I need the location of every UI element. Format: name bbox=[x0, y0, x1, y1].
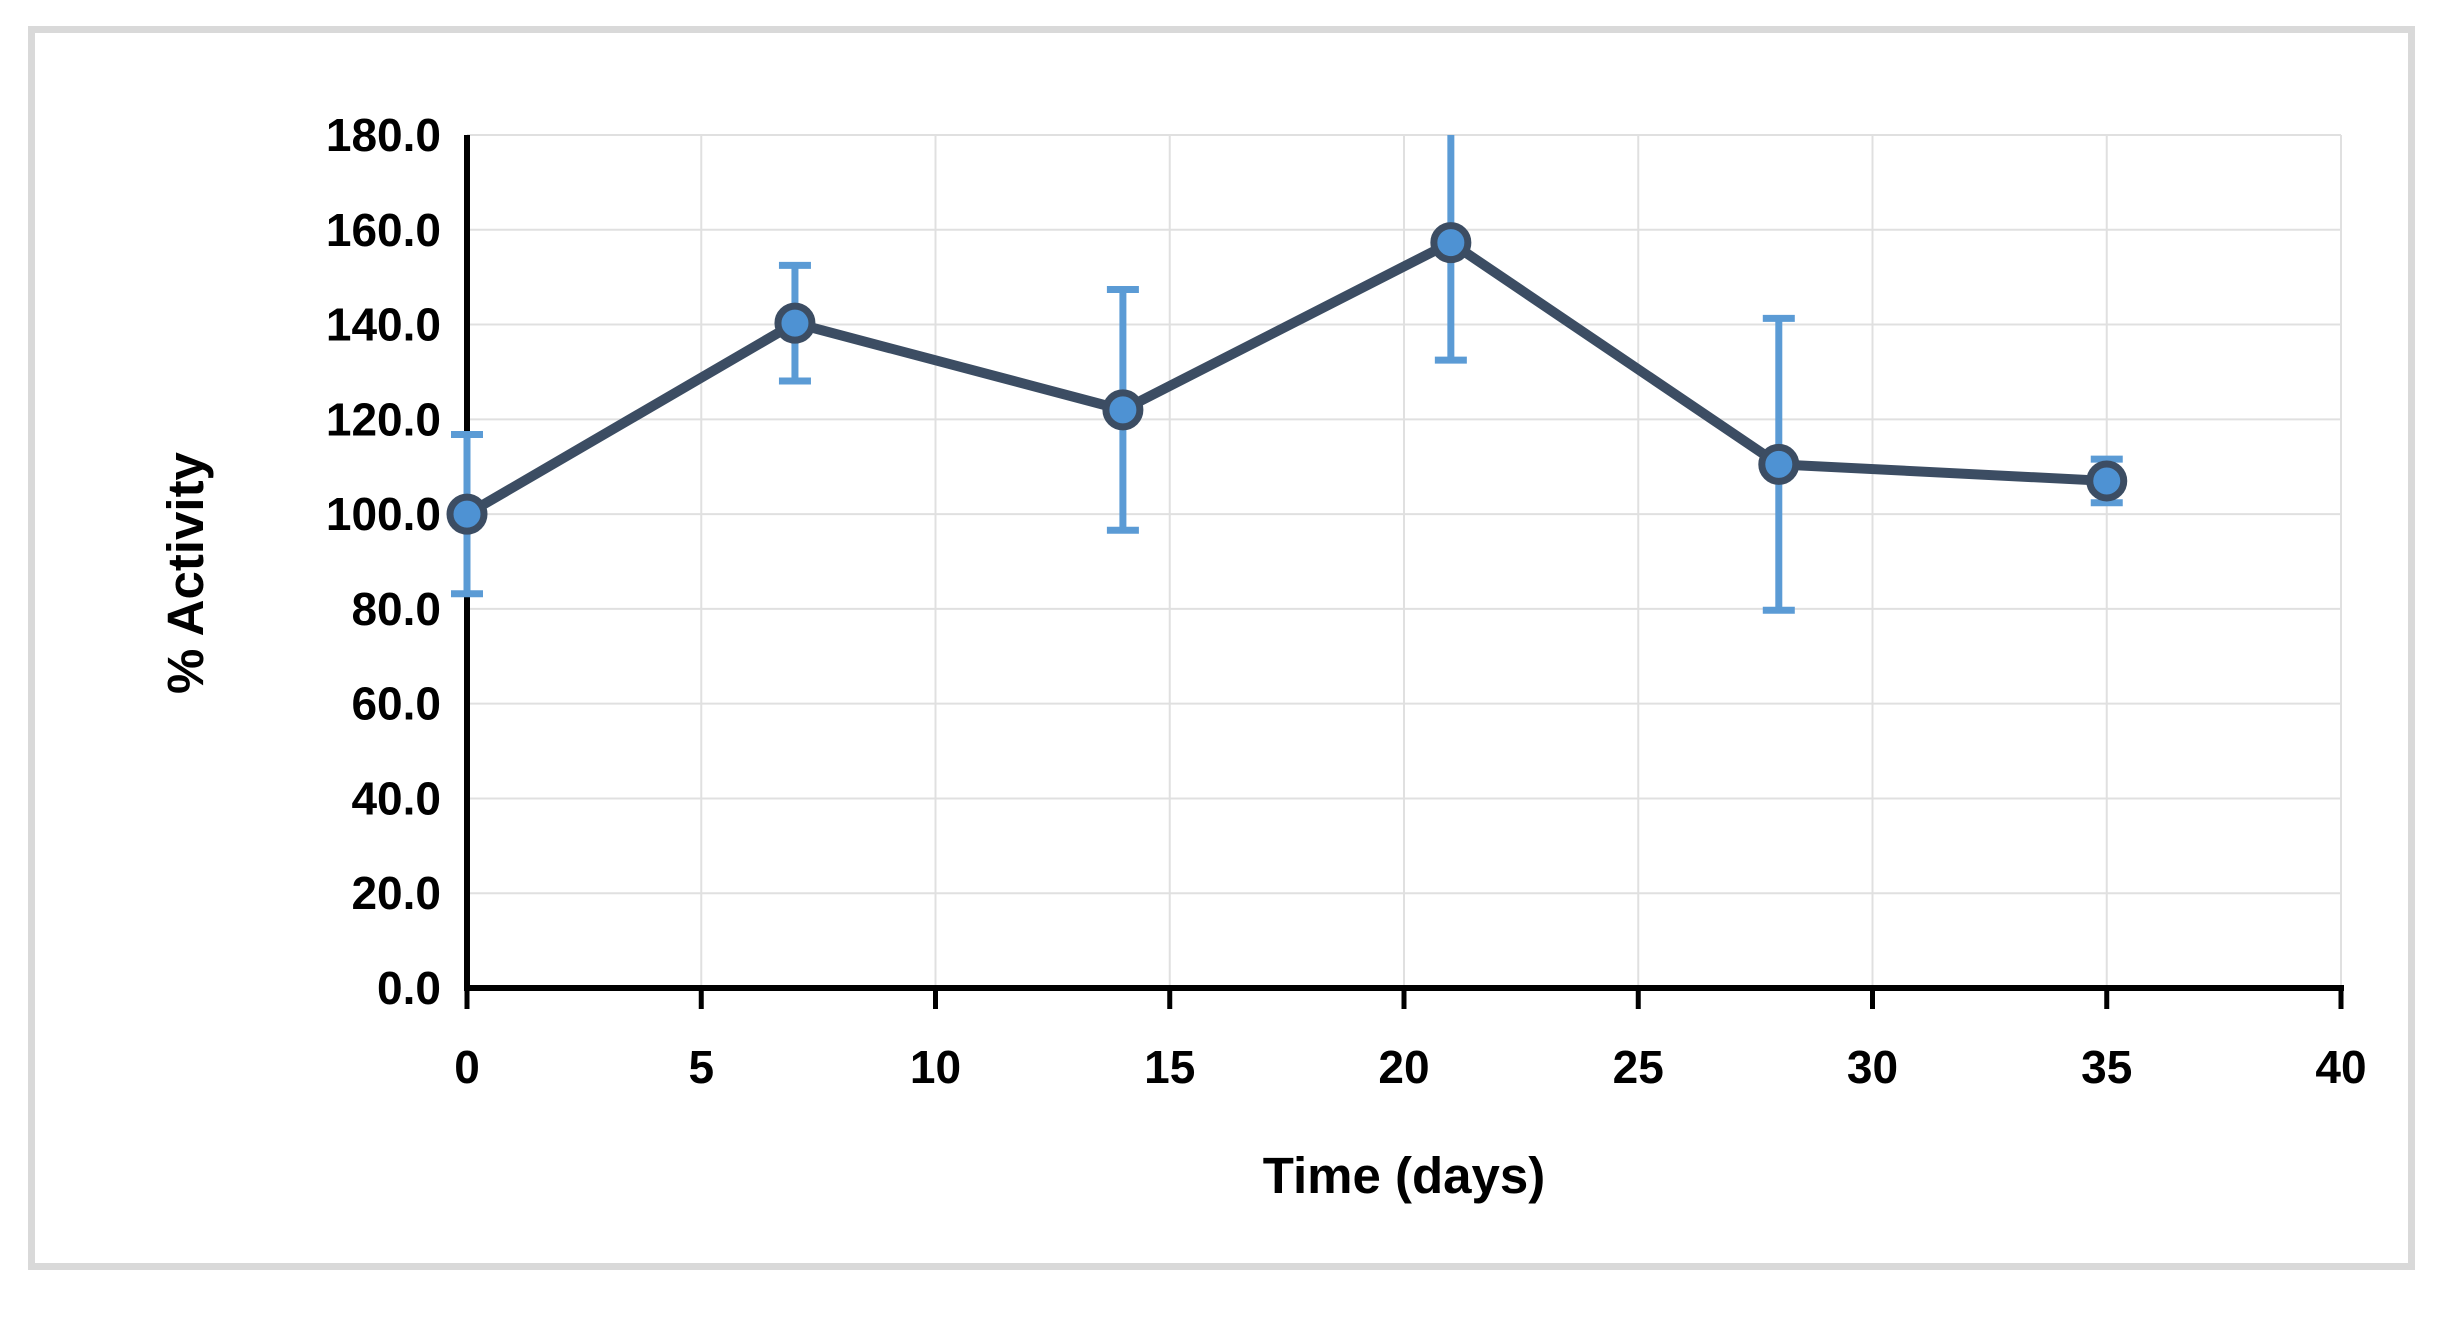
data-point-marker bbox=[1758, 443, 1800, 485]
x-tick-label: 35 bbox=[2081, 1041, 2132, 1093]
x-tick-label: 40 bbox=[2315, 1041, 2366, 1093]
y-tick-label: 20.0 bbox=[351, 867, 441, 919]
x-tick-label: 20 bbox=[1378, 1041, 1429, 1093]
gridlines bbox=[467, 134, 2342, 988]
data-point-marker bbox=[1102, 389, 1144, 431]
y-tick-label: 80.0 bbox=[351, 583, 441, 635]
chart-frame: 0.0 20.0 40.0 60.0 80.0 100.0 120.0 140.0 160.0 1… bbox=[28, 26, 2415, 1270]
x-tick-label: 10 bbox=[910, 1041, 961, 1093]
x-tick-label: 30 bbox=[1847, 1041, 1898, 1093]
y-tick-label: 100.0 bbox=[326, 488, 441, 540]
tick-labels: 0.0 20.0 40.0 60.0 80.0 100.0 120.0 140.0 160.0 1… bbox=[326, 109, 2367, 1093]
y-tick-label: 180.0 bbox=[326, 109, 441, 161]
y-tick-label: 160.0 bbox=[326, 204, 441, 256]
y-tick-label: 140.0 bbox=[326, 299, 441, 351]
y-tick-label: 40.0 bbox=[351, 772, 441, 824]
x-tick-label: 0 bbox=[454, 1041, 480, 1093]
y-tick-label: 120.0 bbox=[326, 393, 441, 445]
x-tick-label: 5 bbox=[688, 1041, 714, 1093]
data-point-marker bbox=[2086, 460, 2128, 502]
series-line bbox=[464, 237, 2108, 519]
data-point-marker bbox=[446, 493, 488, 535]
x-tick-label: 15 bbox=[1144, 1041, 1195, 1093]
data-point-marker bbox=[774, 302, 816, 344]
data-point-marker bbox=[1430, 222, 1472, 264]
data-series bbox=[446, 222, 2128, 535]
y-axis-title: % Activity bbox=[157, 451, 214, 693]
x-axis-title: Time (days) bbox=[1263, 1147, 1546, 1204]
y-tick-label: 0.0 bbox=[377, 962, 441, 1014]
activity-line-chart: 0.0 20.0 40.0 60.0 80.0 100.0 120.0 140.0 160.0 1… bbox=[157, 109, 2367, 1204]
x-tick-label: 25 bbox=[1613, 1041, 1664, 1093]
y-tick-label: 60.0 bbox=[351, 678, 441, 730]
